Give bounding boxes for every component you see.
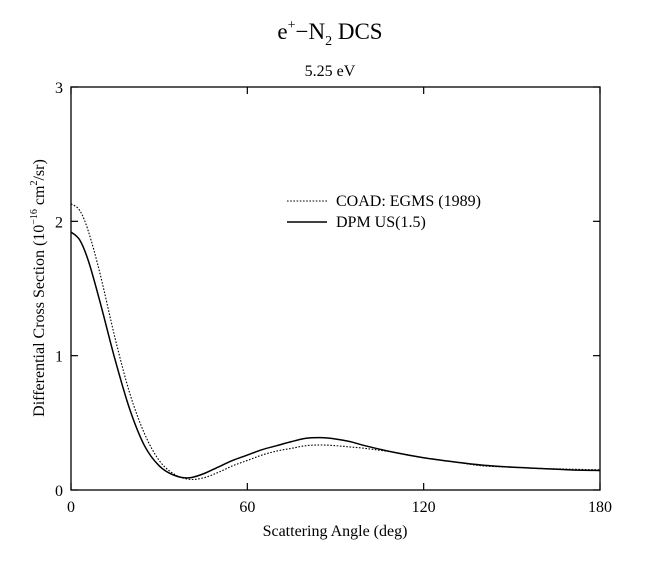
- chart-title: e+−N2 DCS: [277, 18, 382, 49]
- series-line-dpm-us: [70, 231, 601, 479]
- plot-frame: [70, 86, 601, 491]
- y-tick-label: 2: [55, 214, 63, 231]
- axis-ticks: [70, 86, 601, 491]
- series-line-coad-egms: [70, 203, 601, 481]
- y-tick-label: 0: [55, 483, 63, 500]
- y-axis-label: Differential Cross Section (10−16 cm2/sr…: [29, 159, 48, 417]
- x-axis-label: Scattering Angle (deg): [263, 523, 408, 540]
- x-tick-label: 0: [67, 499, 75, 516]
- y-tick-label: 3: [55, 80, 63, 97]
- axis-tick-labels: 0 60 120 180 0 1 2 3: [55, 80, 612, 516]
- legend: COAD: EGMS (1989) DPM US(1.5): [287, 193, 481, 231]
- x-tick-label: 120: [412, 499, 436, 516]
- legend-label: DPM US(1.5): [336, 214, 426, 231]
- chart-subtitle: 5.25 eV: [305, 63, 356, 80]
- x-tick-label: 180: [588, 499, 612, 516]
- legend-label: COAD: EGMS (1989): [336, 193, 481, 210]
- series-lines: [70, 203, 601, 481]
- x-tick-label: 60: [239, 499, 255, 516]
- y-tick-label: 1: [55, 349, 63, 366]
